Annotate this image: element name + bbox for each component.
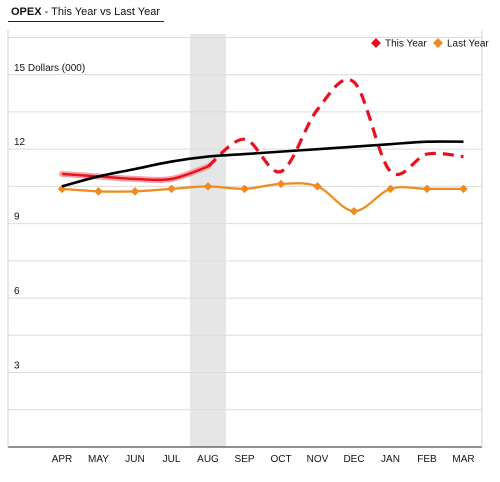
x-tick-label: JUL [163,454,181,465]
point-last-year [240,184,249,194]
chart-title-rest: - This Year vs Last Year [44,6,161,18]
x-tick-label: AUG [197,454,219,465]
y-tick-label: 3 [14,361,20,372]
point-last-year [422,184,432,194]
legend-label-last-year: Last Year [447,39,489,50]
point-last-year [130,187,140,196]
y-tick-label: 9 [14,212,20,223]
x-tick-label: MAY [88,454,109,465]
legend-marker-last-year [433,38,443,48]
legend-label-this-year: This Year [385,39,427,50]
x-tick-label: MAR [452,454,474,465]
series-line-this-year-forecast [206,78,464,176]
highlight-band-aug [190,34,226,447]
point-last-year [386,184,395,194]
point-last-year [203,182,213,191]
chart-title-bold: OPEX [11,6,42,18]
point-last-year [459,184,468,194]
chart-title: OPEX - This Year vs Last Year [11,6,160,18]
x-tick-label: NOV [307,454,329,465]
series-line-last-year [61,182,464,213]
legend-marker-this-year [371,38,381,48]
y-tick-label: 12 [14,137,26,148]
x-tick-label: DEC [343,454,364,465]
y-tick-label: 6 [14,286,20,297]
point-last-year [94,187,103,196]
series-line-this-year-actual [61,165,209,182]
x-tick-label: APR [52,454,73,465]
point-last-year [167,184,176,194]
point-last-year [313,182,322,191]
point-last-year [349,206,359,216]
title-underline [8,21,164,22]
x-tick-label: JAN [381,454,400,465]
x-tick-label: SEP [234,454,254,465]
trend-line [61,140,464,188]
point-last-year [276,179,286,189]
x-tick-label: JUN [125,454,144,465]
y-axis-label: 15 Dollars (000) [14,63,85,74]
x-tick-label: OCT [270,454,291,465]
x-tick-label: FEB [417,454,437,465]
